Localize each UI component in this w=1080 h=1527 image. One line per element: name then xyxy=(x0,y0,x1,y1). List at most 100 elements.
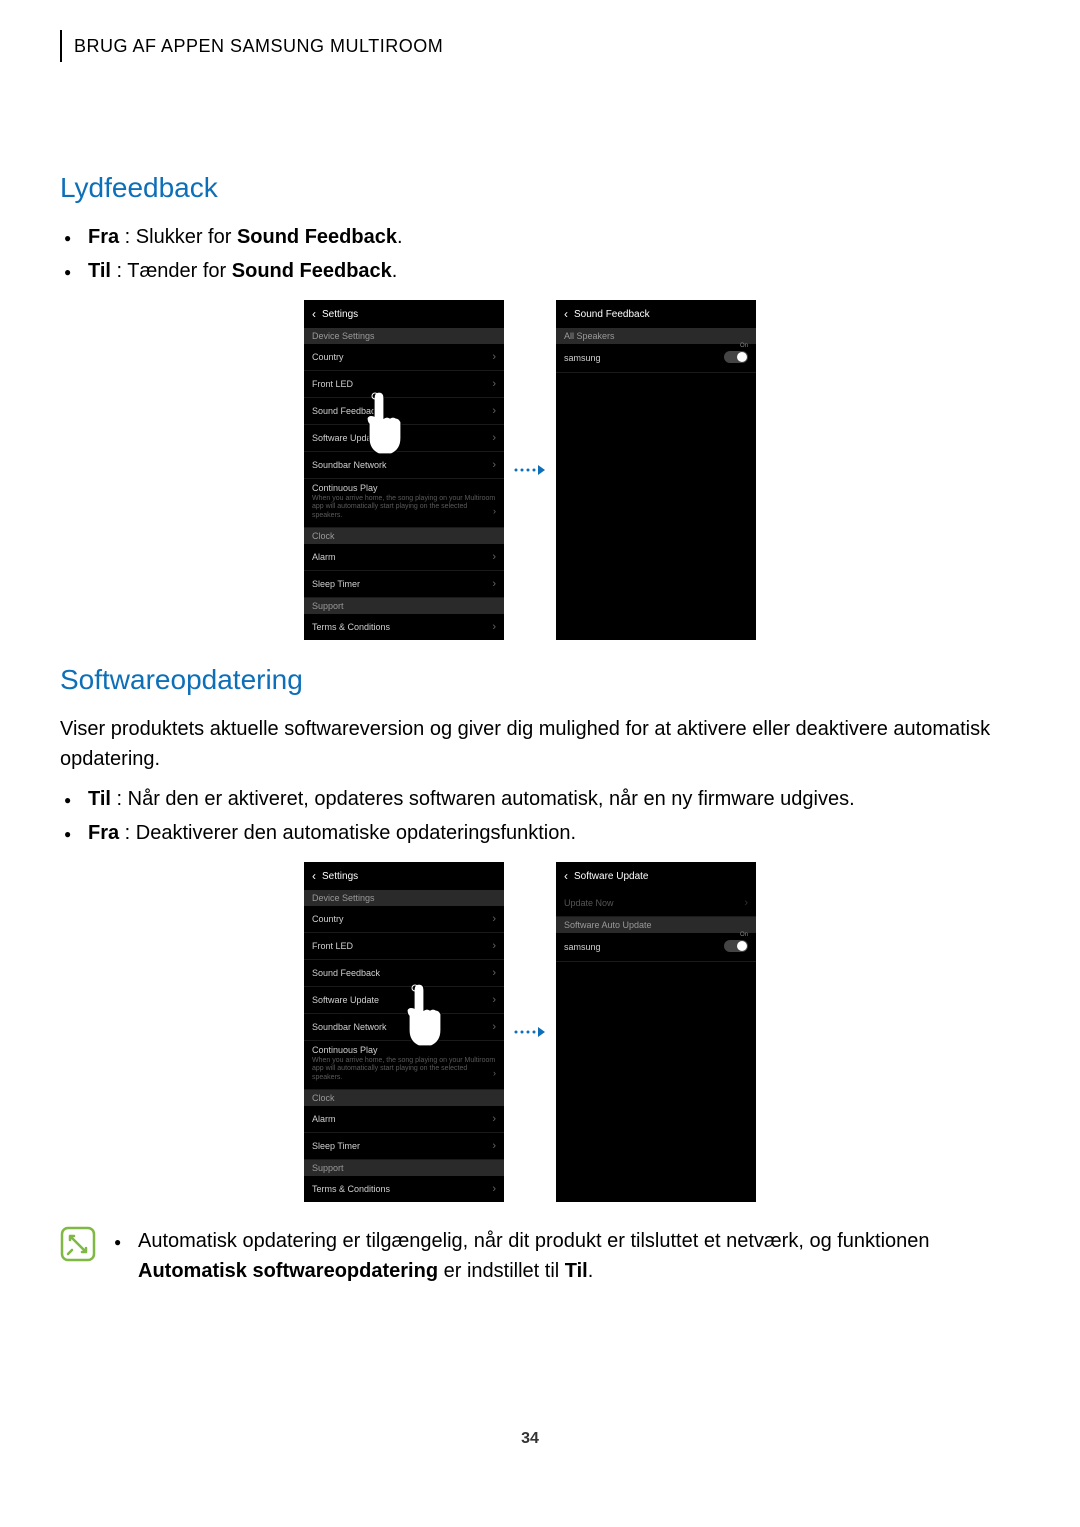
chevron-right-icon: › xyxy=(493,1068,496,1078)
row-label: Soundbar Network xyxy=(312,460,387,470)
bold-text: Automatisk softwareopdatering xyxy=(138,1260,438,1282)
phone-sub-header: Clock xyxy=(304,1090,504,1106)
list-item: Fra : Deaktiverer den automatiske opdate… xyxy=(88,818,1000,848)
phone-row: Software Update› xyxy=(304,987,504,1014)
toggle-wrap: On xyxy=(724,351,748,365)
phone-row: Country › xyxy=(304,344,504,371)
text: Automatisk opdatering er tilgængelig, nå… xyxy=(138,1230,930,1252)
chevron-right-icon: › xyxy=(492,1183,496,1195)
text: . xyxy=(392,260,398,282)
row-label: Sound Feedback xyxy=(312,406,380,416)
bold-text: Til xyxy=(88,260,111,282)
phone-header-title: Software Update xyxy=(574,871,649,882)
text: . xyxy=(588,1260,594,1282)
phone-header: ‹ Settings xyxy=(304,862,504,890)
chevron-right-icon: › xyxy=(492,967,496,979)
phone-sub-header: Support xyxy=(304,598,504,614)
phone-row: Soundbar Network › xyxy=(304,452,504,479)
row-label: Sleep Timer xyxy=(312,1141,360,1151)
chevron-right-icon: › xyxy=(492,940,496,952)
phone-header-title: Settings xyxy=(322,309,358,320)
list-item: Fra : Slukker for Sound Feedback. xyxy=(88,222,1000,252)
row-label: Sleep Timer xyxy=(312,579,360,589)
row-sub: When you arrive home, the song playing o… xyxy=(312,495,496,520)
bold-text: Til xyxy=(88,788,111,810)
back-chevron-icon: ‹ xyxy=(312,869,316,883)
note-block: Automatisk opdatering er tilgængelig, nå… xyxy=(60,1226,1000,1290)
phone-sub-header: Device Settings xyxy=(304,328,504,344)
page-number: 34 xyxy=(60,1430,1000,1448)
chevron-right-icon: › xyxy=(492,621,496,633)
phone-row: Alarm › xyxy=(304,1106,504,1133)
row-label: Sound Feedback xyxy=(312,968,380,978)
row-label: Terms & Conditions xyxy=(312,1184,390,1194)
phone-row: Sound Feedback › xyxy=(304,960,504,987)
text: : Deaktiverer den automatiske opdatering… xyxy=(119,822,576,844)
row-sub: When you arrive home, the song playing o… xyxy=(312,1057,496,1082)
phone-row: Front LED› xyxy=(304,371,504,398)
chevron-right-icon: › xyxy=(492,432,496,444)
text: : Tænder for xyxy=(111,260,232,282)
phone-sub-header: All Speakers xyxy=(556,328,756,344)
phone-settings-screenshot: ‹ Settings Device Settings Country › Fron… xyxy=(304,300,504,640)
section2-intro: Viser produktets aktuelle softwareversio… xyxy=(60,714,1000,774)
row-label: Terms & Conditions xyxy=(312,622,390,632)
row-label: samsung xyxy=(564,353,601,363)
chevron-right-icon: › xyxy=(744,897,748,909)
toggle-on-icon xyxy=(724,351,748,363)
page-header: BRUG AF APPEN SAMSUNG MULTIROOM xyxy=(60,30,1000,62)
toggle-on-icon xyxy=(724,940,748,952)
text: er indstillet til xyxy=(438,1260,565,1282)
text: : Slukker for xyxy=(119,226,237,248)
section2-title: Softwareopdatering xyxy=(60,664,1000,696)
phone-row-continuous: Continuous Play When you arrive home, th… xyxy=(304,479,504,528)
back-chevron-icon: ‹ xyxy=(312,307,316,321)
chevron-right-icon: › xyxy=(492,578,496,590)
phone-row: Sound Feedback › xyxy=(304,398,504,425)
phone-settings-screenshot-2: ‹ Settings Device Settings Country › Fron… xyxy=(304,862,504,1202)
header-text: BRUG AF APPEN SAMSUNG MULTIROOM xyxy=(74,36,443,57)
chevron-right-icon: › xyxy=(492,551,496,563)
chevron-right-icon: › xyxy=(492,913,496,925)
chevron-right-icon: › xyxy=(492,405,496,417)
phone-row: Software Update › xyxy=(304,425,504,452)
row-label: samsung xyxy=(564,942,601,952)
phone-row: Terms & Conditions › xyxy=(304,1176,504,1202)
chevron-right-icon: › xyxy=(492,994,496,1006)
row-label: Front LED xyxy=(312,941,353,951)
phone-row: samsung On xyxy=(556,933,756,962)
chevron-right-icon: › xyxy=(492,459,496,471)
phone-row: Soundbar Network› xyxy=(304,1014,504,1041)
bold-text: Fra xyxy=(88,226,119,248)
bold-text: Til xyxy=(565,1260,588,1282)
toggle-wrap: On xyxy=(724,940,748,954)
chevron-right-icon: › xyxy=(492,1021,496,1033)
row-label: Software Update xyxy=(312,433,379,443)
phone-row: Sleep Timer › xyxy=(304,571,504,598)
dotted-arrow-icon xyxy=(514,463,546,477)
back-chevron-icon: ‹ xyxy=(564,869,568,883)
note-icon xyxy=(60,1226,96,1262)
row-label: Alarm xyxy=(312,552,336,562)
phone-row: Sleep Timer› xyxy=(304,1133,504,1160)
back-chevron-icon: ‹ xyxy=(564,307,568,321)
bold-text: Sound Feedback xyxy=(232,260,392,282)
phone-software-update-screenshot: ‹ Software Update Update Now › Software … xyxy=(556,862,756,1202)
row-label: Front LED xyxy=(312,379,353,389)
chevron-right-icon: › xyxy=(492,1113,496,1125)
row-label: Update Now xyxy=(564,898,614,908)
chevron-right-icon: › xyxy=(492,351,496,363)
row-label: Alarm xyxy=(312,1114,336,1124)
toggle-label: On xyxy=(740,343,748,349)
row-label: Country xyxy=(312,914,344,924)
list-item: Automatisk opdatering er tilgængelig, nå… xyxy=(138,1226,1000,1286)
phone-row: Terms & Conditions › xyxy=(304,614,504,640)
phone-row: samsung On xyxy=(556,344,756,373)
row-label: Country xyxy=(312,352,344,362)
phone-sound-feedback-screenshot: ‹ Sound Feedback All Speakers samsung On xyxy=(556,300,756,640)
phone-sub-header: Device Settings xyxy=(304,890,504,906)
toggle-label: On xyxy=(740,932,748,938)
phone-header-title: Settings xyxy=(322,871,358,882)
phone-row: Front LED › xyxy=(304,933,504,960)
phone-sub-header: Support xyxy=(304,1160,504,1176)
